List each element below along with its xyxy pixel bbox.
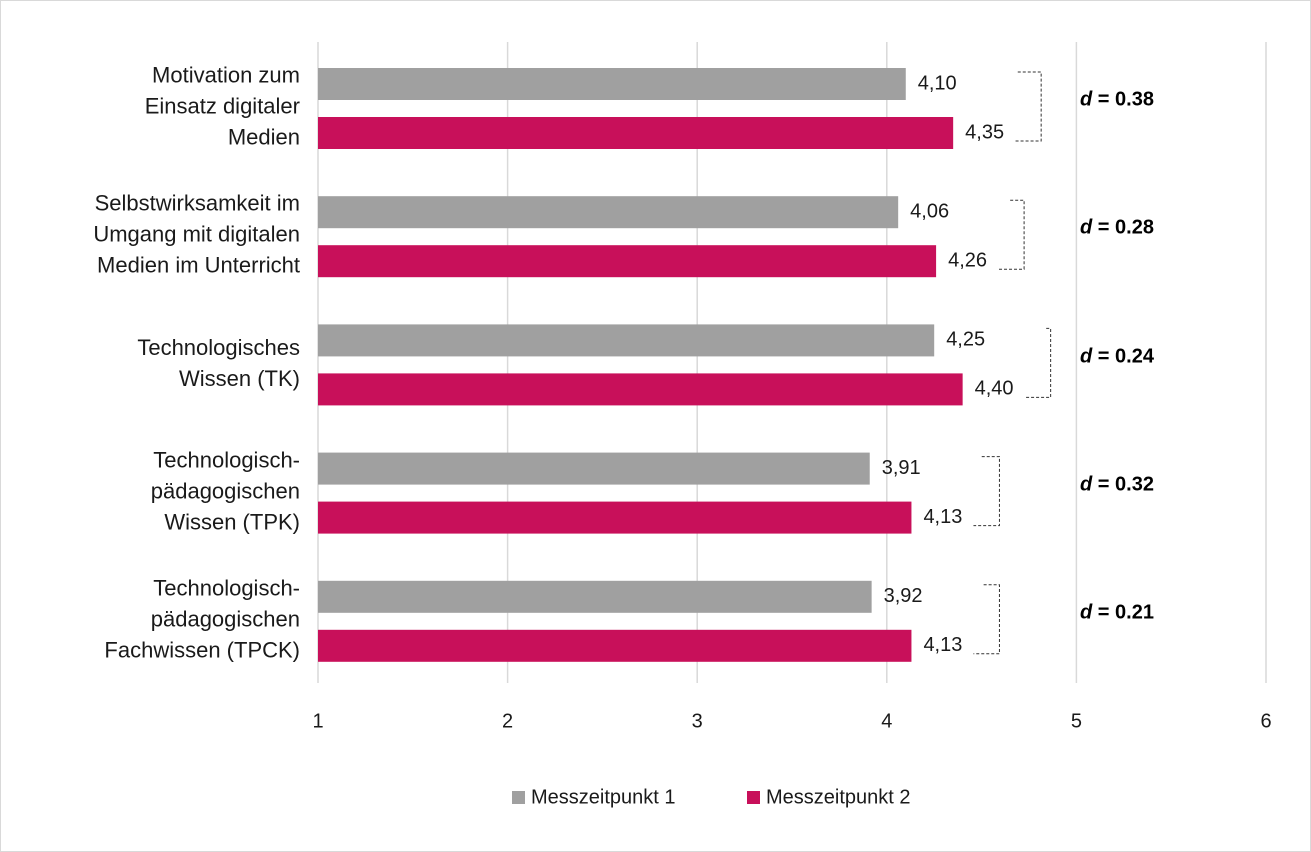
effect-size: d = 0.28 [1080, 216, 1154, 239]
bar [318, 580, 872, 613]
effect-size: d = 0.38 [1080, 88, 1154, 111]
value-label: 4,35 [965, 121, 1004, 143]
x-tick-label: 4 [881, 710, 892, 732]
bracket [973, 584, 1000, 655]
bracket [1024, 327, 1052, 398]
x-tick-label: 3 [692, 710, 703, 732]
x-tick-label: 6 [1260, 710, 1271, 732]
bar [318, 452, 870, 485]
value-label: 4,13 [923, 634, 962, 656]
x-tick-label: 5 [1071, 710, 1082, 732]
category-label: Technologisches Wissen (TK) [137, 334, 300, 391]
value-label: 3,92 [884, 585, 923, 607]
bar [318, 68, 906, 100]
value-label: 4,40 [975, 378, 1014, 400]
category-label: Motivation zum Einsatz digitaler Medien [144, 62, 300, 150]
category-label: Technologisch- pädagogischen Fachwissen … [104, 575, 300, 663]
effect-size: d = 0.32 [1080, 473, 1154, 496]
bar [318, 117, 954, 149]
bar [318, 245, 937, 278]
x-tick-label: 1 [312, 710, 323, 732]
bar [318, 196, 899, 229]
legend-swatch [512, 791, 525, 804]
legend-swatch [747, 791, 760, 804]
x-tick-label: 2 [502, 710, 513, 732]
bracket [973, 456, 1000, 527]
category-label: Technologisch- pädagogischen Wissen (TPK… [150, 447, 300, 535]
bracket [1015, 71, 1042, 142]
value-label: 4,10 [918, 72, 957, 94]
bracket [998, 199, 1025, 270]
value-label: 4,06 [910, 200, 949, 222]
bar [318, 501, 912, 534]
legend-label: Messzeitpunkt 2 [766, 786, 911, 808]
value-label: 4,26 [948, 249, 987, 271]
value-label: 4,13 [923, 506, 962, 528]
effect-size: d = 0.21 [1080, 601, 1154, 624]
category-label: Selbstwirksamkeit im Umgang mit digitale… [93, 190, 300, 278]
bar [318, 324, 935, 357]
value-label: 3,91 [882, 457, 921, 479]
bar [318, 629, 912, 662]
bar [318, 373, 963, 406]
legend-label: Messzeitpunkt 1 [531, 786, 676, 808]
value-label: 4,25 [946, 329, 985, 351]
effect-size: d = 0.24 [1080, 345, 1154, 367]
